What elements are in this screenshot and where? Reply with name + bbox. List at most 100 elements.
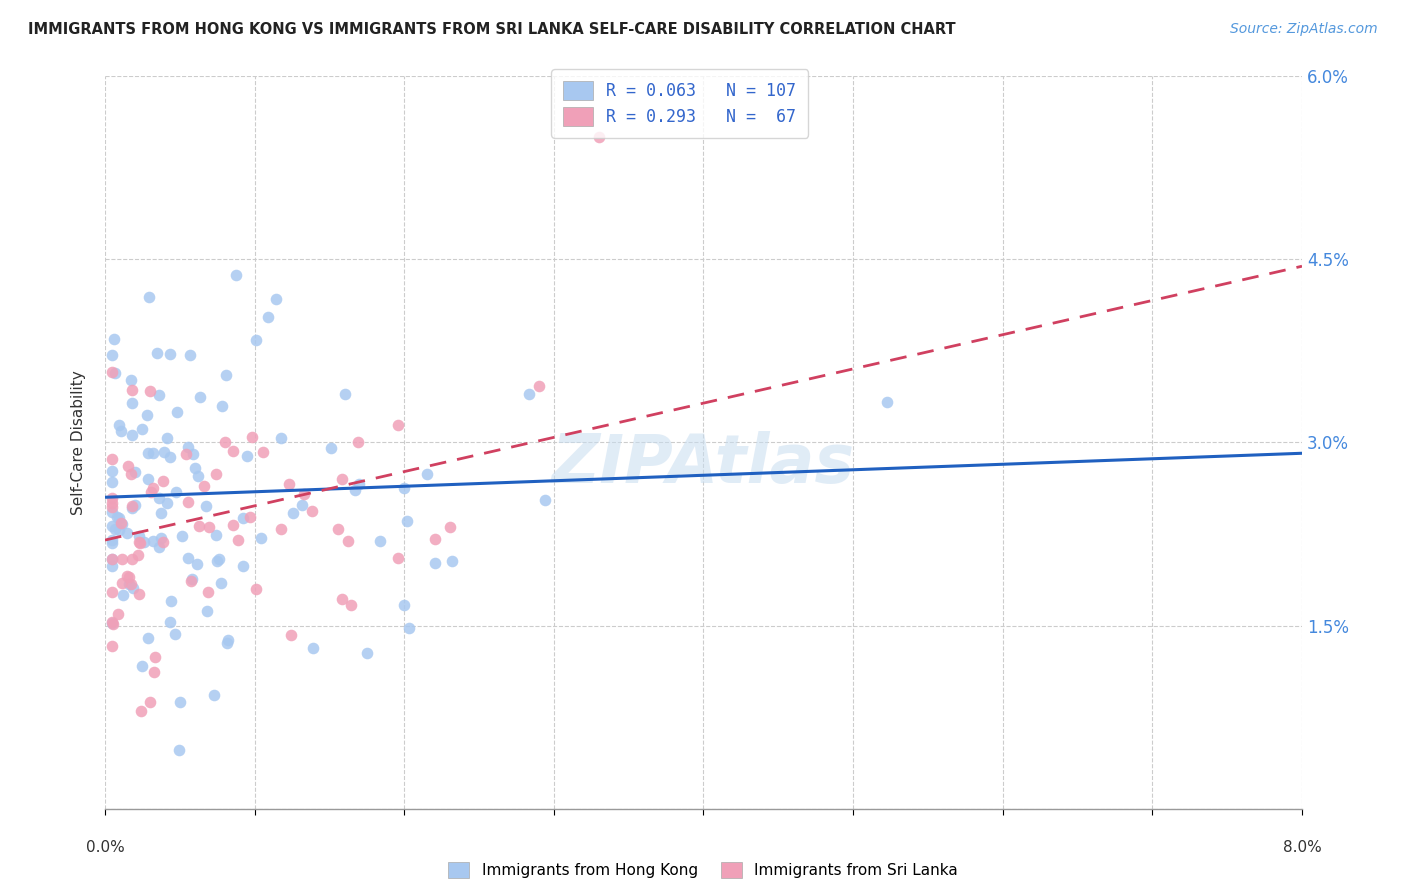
Point — [142, 533, 165, 548]
Point — [148, 540, 170, 554]
Point — [111, 517, 134, 532]
Point — [101, 558, 124, 573]
Point — [101, 552, 124, 566]
Point — [117, 459, 139, 474]
Point — [138, 695, 160, 709]
Point — [101, 348, 124, 362]
Point — [159, 450, 181, 464]
Point — [124, 498, 146, 512]
Point — [104, 522, 127, 536]
Point — [101, 505, 124, 519]
Point — [188, 519, 211, 533]
Point — [291, 498, 314, 512]
Point — [103, 332, 125, 346]
Point — [160, 594, 183, 608]
Point — [225, 268, 247, 282]
Point — [111, 576, 134, 591]
Point — [204, 528, 226, 542]
Point — [127, 549, 149, 563]
Point — [105, 510, 128, 524]
Point — [240, 430, 263, 444]
Point — [321, 441, 343, 455]
Point — [527, 379, 550, 393]
Legend: R = 0.063   N = 107, R = 0.293   N =  67: R = 0.063 N = 107, R = 0.293 N = 67 — [551, 70, 808, 137]
Point — [180, 572, 202, 586]
Point — [101, 585, 124, 599]
Point — [107, 510, 129, 524]
Point — [326, 523, 349, 537]
Point — [124, 465, 146, 479]
Point — [152, 474, 174, 488]
Point — [101, 533, 124, 547]
Point — [177, 495, 200, 509]
Point — [343, 483, 366, 497]
Point — [170, 528, 193, 542]
Point — [330, 592, 353, 607]
Point — [110, 516, 132, 530]
Point — [128, 529, 150, 543]
Point — [186, 557, 208, 571]
Point — [139, 384, 162, 398]
Point — [132, 534, 155, 549]
Point — [205, 554, 228, 568]
Point — [149, 531, 172, 545]
Point — [186, 469, 208, 483]
Point — [195, 604, 218, 618]
Point — [222, 444, 245, 458]
Point — [165, 485, 187, 500]
Point — [145, 346, 167, 360]
Point — [387, 550, 409, 565]
Point — [121, 552, 143, 566]
Point — [101, 617, 124, 632]
Point — [533, 493, 555, 508]
Point — [167, 743, 190, 757]
Point — [101, 464, 124, 478]
Point — [211, 400, 233, 414]
Point — [245, 333, 267, 347]
Point — [208, 551, 231, 566]
Point — [152, 535, 174, 549]
Point — [301, 504, 323, 518]
Point — [136, 446, 159, 460]
Point — [121, 501, 143, 516]
Point — [107, 607, 129, 621]
Point — [101, 475, 124, 489]
Point — [439, 520, 461, 534]
Point — [101, 365, 124, 379]
Point — [335, 387, 357, 401]
Point — [876, 395, 898, 409]
Y-axis label: Self-Care Disability: Self-Care Disability — [72, 370, 86, 515]
Point — [264, 292, 287, 306]
Point — [138, 472, 160, 486]
Point — [121, 428, 143, 442]
Point — [128, 535, 150, 549]
Point — [120, 577, 142, 591]
Point — [392, 598, 415, 612]
Point — [222, 518, 245, 533]
Point — [120, 373, 142, 387]
Point — [188, 390, 211, 404]
Point — [346, 435, 368, 450]
Point — [108, 523, 131, 537]
Point — [441, 554, 464, 568]
Point — [232, 559, 254, 574]
Point — [256, 310, 278, 324]
Point — [128, 587, 150, 601]
Point — [214, 435, 236, 450]
Point — [101, 615, 124, 629]
Point — [394, 481, 416, 495]
Point — [101, 452, 124, 467]
Point — [156, 496, 179, 510]
Point — [209, 575, 232, 590]
Text: IMMIGRANTS FROM HONG KONG VS IMMIGRANTS FROM SRI LANKA SELF-CARE DISABILITY CORR: IMMIGRANTS FROM HONG KONG VS IMMIGRANTS … — [28, 22, 956, 37]
Point — [149, 506, 172, 520]
Point — [166, 405, 188, 419]
Point — [292, 486, 315, 500]
Text: ZIPAtlas: ZIPAtlas — [553, 431, 855, 497]
Point — [115, 569, 138, 583]
Point — [156, 431, 179, 445]
Point — [101, 536, 124, 550]
Point — [129, 704, 152, 718]
Point — [101, 615, 124, 630]
Point — [280, 628, 302, 642]
